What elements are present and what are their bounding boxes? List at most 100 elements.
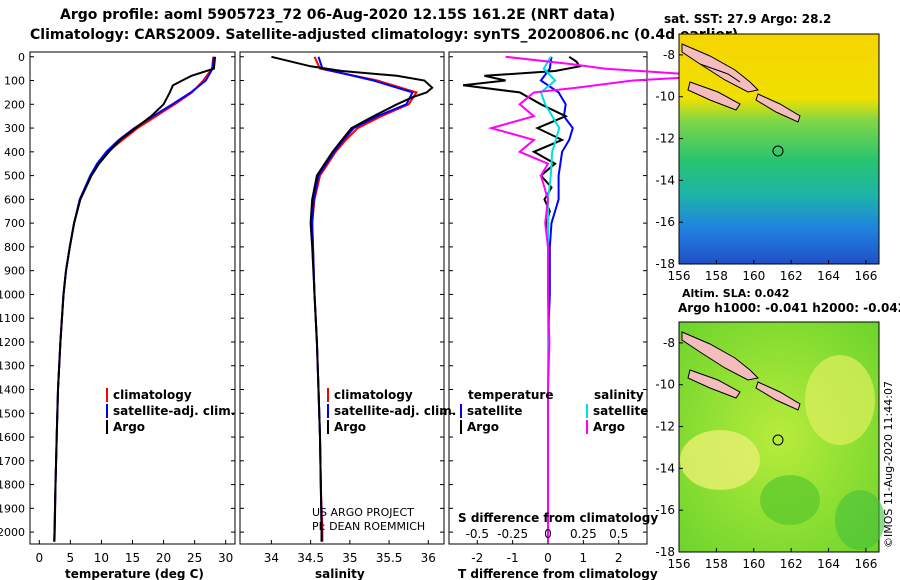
depth-tick-label-600: 600 xyxy=(4,193,25,206)
map-lon-label-156: 156 xyxy=(668,269,691,283)
x-tick-label-15: 15 xyxy=(125,551,140,565)
s-tick-label--0.25: -0.25 xyxy=(497,527,528,541)
map-lon-label-162: 162 xyxy=(780,557,803,571)
series-line-climatology xyxy=(311,56,419,542)
depth-tick-label-1200: 1200 xyxy=(0,336,25,349)
depth-tick-label-1700: 1700 xyxy=(0,455,25,468)
depth-tick-label-1100: 1100 xyxy=(0,312,25,325)
diff-legend-salinity-header: salinity xyxy=(594,388,644,402)
map-lat-label--18: -18 xyxy=(655,257,675,271)
salinity-panel-frame xyxy=(239,51,445,545)
diff-legend-s-argo: Argo xyxy=(593,420,625,434)
s-tick-label-0: 0 xyxy=(544,527,552,541)
x-tick-label-35.5: 35.5 xyxy=(376,551,403,565)
legend-argo: Argo xyxy=(113,420,145,434)
s-legend-climatology: climatology xyxy=(334,388,413,402)
map-lon-label-162: 162 xyxy=(780,269,803,283)
x-tick-label-36: 36 xyxy=(421,551,436,565)
map-lon-label-164: 164 xyxy=(817,269,840,283)
map-lon-label-164: 164 xyxy=(817,557,840,571)
map-lat-label--10: -10 xyxy=(655,90,675,104)
map-lon-label-158: 158 xyxy=(705,557,728,571)
depth-tick-label-0: 0 xyxy=(18,51,25,64)
depth-tick-label-1900: 1900 xyxy=(0,502,25,515)
legend-climatology: climatology xyxy=(113,388,192,402)
temperature-panel-frame xyxy=(29,51,236,545)
diff-legend-s-satellite: satellite xyxy=(593,404,648,418)
maps: sat. SST: 27.9 Argo: 28.2 Altim. SLA: 0.… xyxy=(655,12,900,571)
depth-tick-label-900: 900 xyxy=(4,265,25,278)
x-tick-label-1: 1 xyxy=(580,551,588,565)
series-line-t-argo xyxy=(462,55,582,542)
depth-tick-label-1600: 1600 xyxy=(0,431,25,444)
map-lat-label--12: -12 xyxy=(655,132,675,146)
x-tick-label--1: -1 xyxy=(507,551,519,565)
diff-legend-t-satellite: satellite xyxy=(467,404,522,418)
map-lat-label--14: -14 xyxy=(655,173,675,187)
depth-tick-label-2000: 2000 xyxy=(0,526,25,539)
x-tick-label-35: 35 xyxy=(342,551,357,565)
map-lon-label-158: 158 xyxy=(705,269,728,283)
temperature-xlabel: temperature (deg C) xyxy=(65,567,204,580)
sla-map-title-2: Argo h1000: -0.041 h2000: -0.042 xyxy=(678,301,900,315)
s-tick-label--0.5: -0.5 xyxy=(466,527,489,541)
depth-tick-label-1000: 1000 xyxy=(0,288,25,301)
x-tick-label-0: 0 xyxy=(35,551,43,565)
s-tick-label-0.25: 0.25 xyxy=(570,527,597,541)
map-lat-label--8: -8 xyxy=(663,336,675,350)
series-line-satellite-adj-clim- xyxy=(311,56,415,542)
depth-tick-label-1800: 1800 xyxy=(0,479,25,492)
map-lat-label--10: -10 xyxy=(655,378,675,392)
map-lat-label--14: -14 xyxy=(655,461,675,475)
salinity-xlabel: salinity xyxy=(315,567,365,580)
depth-tick-label-700: 700 xyxy=(4,217,25,230)
sla-islands xyxy=(681,331,801,446)
depth-tick-label-1300: 1300 xyxy=(0,360,25,373)
depth-tick-label-1500: 1500 xyxy=(0,407,25,420)
argo-position-marker-sla xyxy=(772,434,784,446)
sst-islands xyxy=(681,43,801,157)
depth-tick-label-500: 500 xyxy=(4,170,25,183)
x-tick-label-20: 20 xyxy=(156,551,171,565)
legend-satellite-adj: satellite-adj. clim. xyxy=(113,404,235,418)
map-lat-label--12: -12 xyxy=(655,420,675,434)
depth-tick-label-300: 300 xyxy=(4,122,25,135)
title-line-1: Argo profile: aoml 5905723_72 06-Aug-202… xyxy=(60,7,616,23)
x-tick-label-2: 2 xyxy=(615,551,623,565)
depth-tick-label-200: 200 xyxy=(4,98,25,111)
depth-tick-label-800: 800 xyxy=(4,241,25,254)
x-tick-label-25: 25 xyxy=(187,551,202,565)
map-lon-label-166: 166 xyxy=(854,557,877,571)
imos-watermark: ©IMOS 11-Aug-2020 11:44:07 xyxy=(882,381,895,548)
sla-patches xyxy=(680,355,885,550)
depth-tick-label-400: 400 xyxy=(4,146,25,159)
x-tick-label-34: 34 xyxy=(264,551,279,565)
map-lat-label--16: -16 xyxy=(655,215,675,229)
x-tick-label-34.5: 34.5 xyxy=(297,551,324,565)
map-lon-label-160: 160 xyxy=(742,557,765,571)
x-tick-label-0: 0 xyxy=(544,551,552,565)
credit-pi: PI: DEAN ROEMMICH xyxy=(312,520,425,533)
diff-legend-t-argo: Argo xyxy=(467,420,499,434)
depth-tick-label-100: 100 xyxy=(4,75,25,88)
argo-position-marker xyxy=(772,145,784,157)
series-line-argo xyxy=(271,55,434,542)
x-tick-label-5: 5 xyxy=(67,551,75,565)
series-line-t-satellite xyxy=(539,56,574,542)
map-lon-label-160: 160 xyxy=(742,269,765,283)
s-legend-argo: Argo xyxy=(334,420,366,434)
x-tick-label-10: 10 xyxy=(94,551,109,565)
map-lat-label--18: -18 xyxy=(655,545,675,559)
series-line-argo xyxy=(53,56,217,542)
x-tick-label-30: 30 xyxy=(218,551,233,565)
t-difference-xlabel: T difference from climatology xyxy=(458,567,658,580)
credit-project: US ARGO PROJECT xyxy=(312,506,414,519)
x-tick-label--2: -2 xyxy=(471,551,483,565)
diff-legend-temperature-header: temperature xyxy=(468,388,553,402)
s-legend-satellite-adj: satellite-adj. clim. xyxy=(334,404,456,418)
sst-map-title: sat. SST: 27.9 Argo: 28.2 xyxy=(664,12,831,26)
depth-tick-label-1400: 1400 xyxy=(0,384,25,397)
map-lat-label--16: -16 xyxy=(655,503,675,517)
title-line-2: Climatology: CARS2009. Satellite-adjuste… xyxy=(30,27,739,43)
